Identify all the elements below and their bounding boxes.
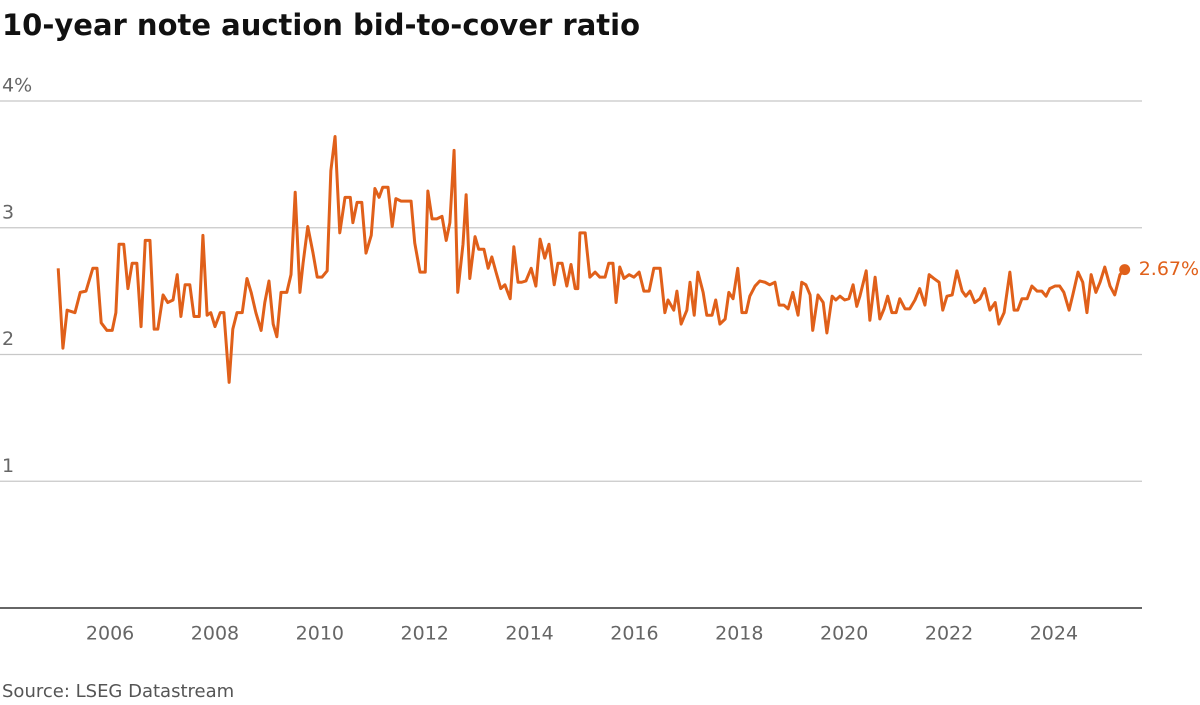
x-tick-label: 2014 — [505, 623, 553, 645]
x-tick-label: 2010 — [296, 623, 344, 645]
y-tick-label: 2 — [2, 328, 14, 350]
x-tick-label: 2016 — [610, 623, 658, 645]
end-point — [1119, 264, 1131, 276]
chart-title: 10-year note auction bid-to-cover ratio — [2, 8, 640, 42]
source-note: Source: LSEG Datastream — [2, 681, 234, 702]
x-tick-label: 2022 — [925, 623, 973, 645]
x-tick-label: 2012 — [401, 623, 449, 645]
x-tick-label: 2006 — [86, 623, 134, 645]
y-tick-label: 1 — [2, 455, 14, 477]
data-line — [56, 134, 1126, 384]
y-tick-label: 4% — [2, 75, 32, 97]
end-label: 2.67% — [1139, 258, 1199, 280]
y-tick-label: 3 — [2, 201, 14, 223]
x-tick-label: 2018 — [715, 623, 763, 645]
x-tick-label: 2008 — [191, 623, 239, 645]
x-tick-label: 2024 — [1030, 623, 1078, 645]
x-tick-label: 2020 — [820, 623, 868, 645]
